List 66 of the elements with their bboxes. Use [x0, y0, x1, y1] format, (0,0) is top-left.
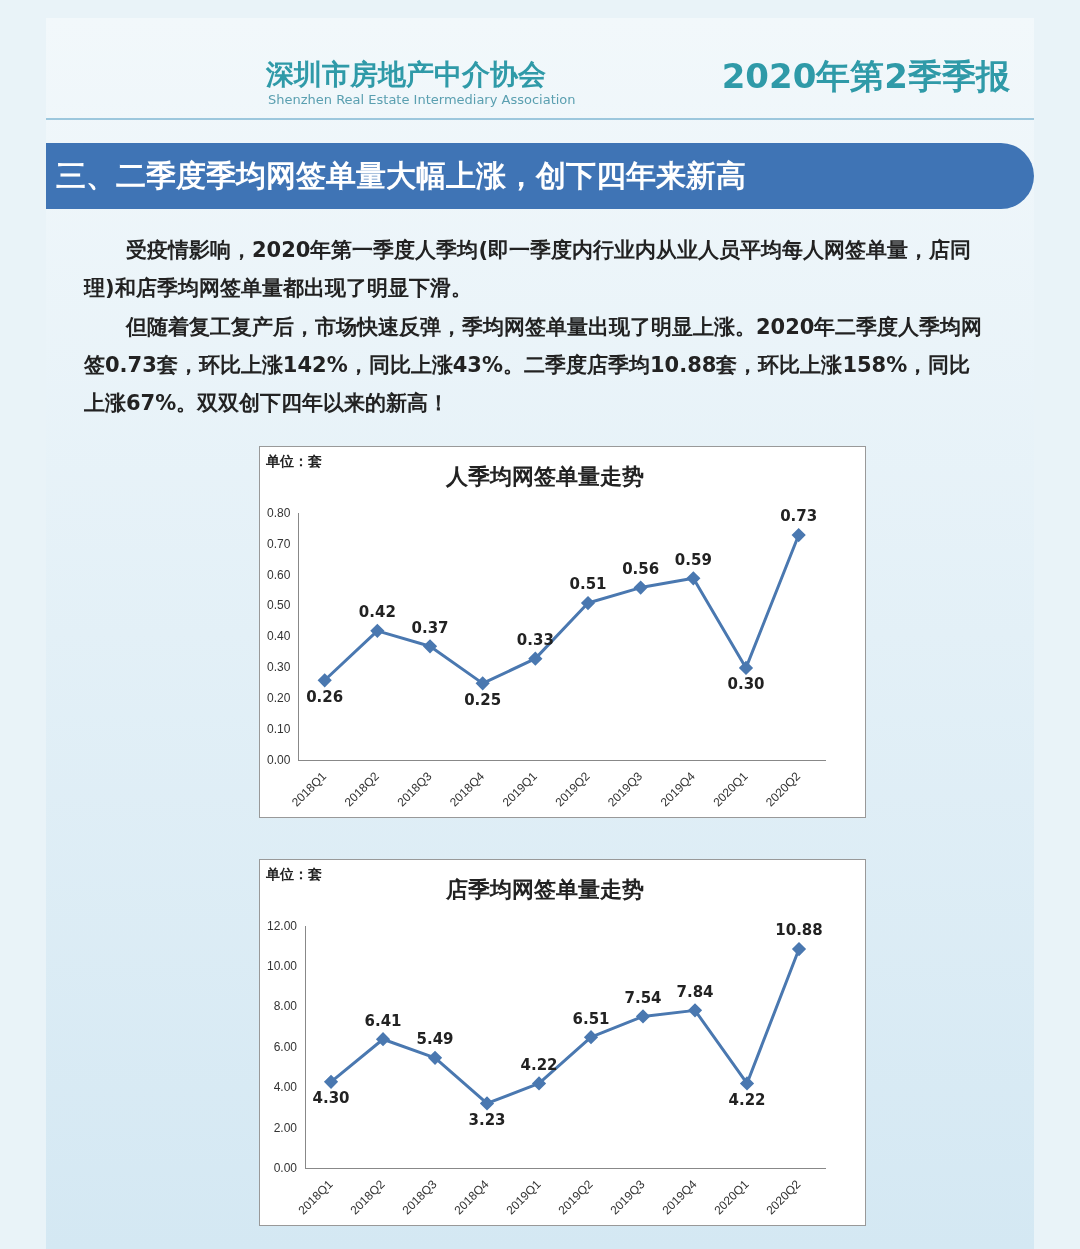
y-tick-label: 0.30 — [267, 660, 291, 675]
data-label: 0.73 — [780, 507, 818, 526]
y-tick-label: 8.00 — [273, 999, 298, 1014]
point — [318, 673, 332, 687]
text: Shenzhen Real Estate Intermediary Association — [268, 92, 576, 107]
data-label: 0.33 — [516, 631, 554, 650]
point — [528, 652, 542, 666]
text: 但随着复工复产后，市场快速反弹，季均网签单量出现了明显上涨。2020年二季度人季均网签0.73套，环比上涨142%，同比上涨43%。二季度店季均10.88套，环比上涨158%，同比上涨67%。双双创下四年以来的新高！ — [84, 314, 984, 417]
y-tick-label: 12.00 — [267, 918, 298, 933]
data-label: 0.25 — [464, 690, 502, 709]
y-axis-title: 单位：套 — [265, 452, 322, 469]
point — [792, 942, 806, 956]
data-label: 4.22 — [728, 1090, 766, 1109]
data-label: 6.51 — [572, 1009, 610, 1028]
y-tick-label: 0.10 — [267, 722, 291, 737]
data-label: 0.56 — [622, 559, 660, 578]
point — [581, 596, 595, 610]
data-label: 4.30 — [312, 1089, 350, 1108]
point — [480, 1096, 494, 1110]
y-tick-label: 0.20 — [267, 691, 291, 706]
y-tick-label: 6.00 — [273, 1039, 298, 1054]
data-label: 10.88 — [775, 921, 823, 940]
data-label: 7.54 — [624, 988, 662, 1007]
point — [476, 676, 490, 690]
point — [792, 528, 806, 542]
chart-title: 店季均网签单量走势 — [444, 875, 644, 902]
point — [636, 1009, 650, 1023]
point — [688, 1003, 702, 1017]
text: 三、二季度季均网签单量大幅上涨，创下四年来新高 — [46, 143, 1034, 209]
data-label: 0.59 — [674, 550, 712, 569]
y-tick-label: 0.70 — [267, 536, 291, 551]
point — [370, 624, 384, 638]
text: 2020年第2季季报 — [721, 55, 1010, 98]
y-tick-label: 0.00 — [273, 1160, 298, 1175]
y-tick-label: 0.80 — [267, 505, 291, 520]
point — [428, 1051, 442, 1065]
y-tick-label: 0.40 — [267, 629, 291, 644]
point — [423, 639, 437, 653]
y-tick-label: 0.00 — [267, 752, 291, 767]
data-label: 4.22 — [520, 1055, 558, 1074]
y-tick-label: 0.50 — [267, 598, 291, 613]
y-axis-title: 单位：套 — [265, 865, 322, 882]
point — [324, 1075, 338, 1089]
data-label: 0.30 — [727, 675, 765, 694]
point — [739, 661, 753, 675]
point — [584, 1030, 598, 1044]
point — [634, 581, 648, 595]
data-label: 7.84 — [676, 982, 714, 1001]
y-tick-label: 2.00 — [273, 1120, 298, 1135]
data-label: 0.37 — [411, 618, 449, 637]
point — [740, 1076, 754, 1090]
data-label: 0.51 — [569, 575, 607, 594]
y-tick-label: 10.00 — [267, 959, 298, 974]
chart-title: 人季均网签单量走势 — [444, 462, 644, 489]
point — [376, 1032, 390, 1046]
text: 深圳市房地产中介协会 — [266, 58, 546, 91]
point — [532, 1076, 546, 1090]
y-tick-label: 0.60 — [267, 567, 291, 582]
data-label: 6.41 — [364, 1011, 402, 1030]
data-label: 5.49 — [416, 1030, 454, 1049]
data-label: 0.26 — [306, 687, 344, 706]
data-label: 0.42 — [358, 603, 396, 622]
data-label: 3.23 — [468, 1110, 506, 1129]
text: 受疫情影响，2020年第一季度人季均(即一季度内行业内从业人员平均每人网签单量，店同理)和店季均网签单量都出现了明显下滑。 — [84, 237, 973, 302]
point — [686, 571, 700, 585]
y-tick-label: 4.00 — [273, 1080, 298, 1095]
